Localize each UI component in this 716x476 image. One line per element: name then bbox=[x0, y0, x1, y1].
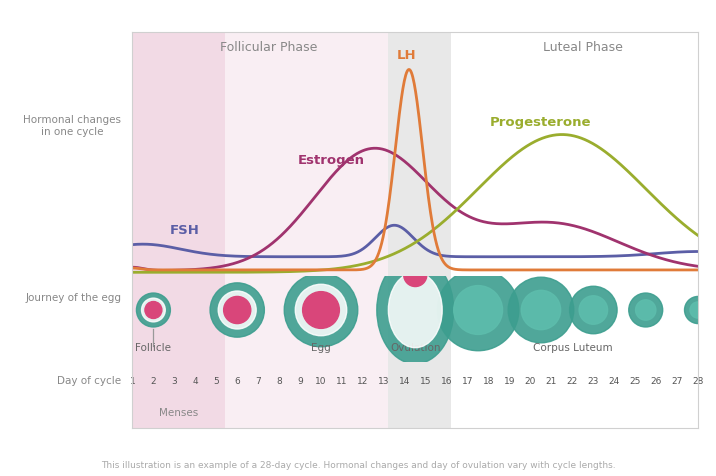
Bar bbox=[132, 33, 225, 276]
Text: 9: 9 bbox=[297, 376, 303, 385]
Text: 7: 7 bbox=[256, 376, 261, 385]
Ellipse shape bbox=[145, 302, 162, 319]
Text: 22: 22 bbox=[567, 376, 578, 385]
Text: 23: 23 bbox=[588, 376, 599, 385]
Ellipse shape bbox=[437, 270, 519, 351]
Text: 13: 13 bbox=[378, 376, 390, 385]
Ellipse shape bbox=[388, 273, 442, 348]
Ellipse shape bbox=[404, 264, 427, 287]
Text: 20: 20 bbox=[525, 376, 536, 385]
Text: 25: 25 bbox=[629, 376, 641, 385]
Text: This illustration is an example of a 28-day cycle. Hormonal changes and day of o: This illustration is an example of a 28-… bbox=[101, 460, 615, 468]
Bar bbox=[225, 362, 388, 428]
Ellipse shape bbox=[284, 274, 358, 347]
Ellipse shape bbox=[508, 278, 574, 343]
Text: Follicle: Follicle bbox=[135, 343, 171, 352]
Ellipse shape bbox=[223, 297, 251, 324]
Text: Follicular Phase: Follicular Phase bbox=[220, 41, 317, 54]
Ellipse shape bbox=[303, 292, 339, 329]
Text: 10: 10 bbox=[315, 376, 326, 385]
Text: Corpus Luteum: Corpus Luteum bbox=[533, 343, 612, 352]
Ellipse shape bbox=[636, 300, 656, 320]
Text: 2: 2 bbox=[150, 376, 156, 385]
Text: 11: 11 bbox=[337, 376, 348, 385]
Text: Day of cycle: Day of cycle bbox=[57, 376, 121, 386]
Bar bbox=[388, 362, 451, 428]
Ellipse shape bbox=[454, 286, 503, 335]
Text: 4: 4 bbox=[193, 376, 198, 385]
Text: 28: 28 bbox=[692, 376, 704, 385]
Ellipse shape bbox=[579, 296, 608, 325]
Ellipse shape bbox=[142, 298, 165, 322]
Text: Estrogen: Estrogen bbox=[298, 154, 365, 167]
Ellipse shape bbox=[690, 302, 706, 318]
Text: 24: 24 bbox=[609, 376, 620, 385]
Text: Journey of the egg: Journey of the egg bbox=[25, 293, 121, 302]
Text: FSH: FSH bbox=[170, 223, 200, 236]
Text: 1: 1 bbox=[130, 376, 135, 385]
Text: 17: 17 bbox=[462, 376, 473, 385]
Text: 12: 12 bbox=[357, 376, 369, 385]
Ellipse shape bbox=[684, 297, 712, 324]
Ellipse shape bbox=[210, 283, 264, 337]
Text: Luteal Phase: Luteal Phase bbox=[543, 41, 623, 54]
Bar bbox=[225, 33, 388, 276]
Bar bbox=[132, 276, 225, 362]
Text: Hormonal changes
in one cycle: Hormonal changes in one cycle bbox=[23, 115, 121, 136]
Text: 14: 14 bbox=[399, 376, 410, 385]
Text: Menses: Menses bbox=[159, 407, 198, 416]
Text: 8: 8 bbox=[276, 376, 282, 385]
Bar bbox=[388, 276, 451, 362]
Text: 16: 16 bbox=[441, 376, 453, 385]
Ellipse shape bbox=[521, 291, 561, 330]
Ellipse shape bbox=[570, 287, 617, 334]
Text: 6: 6 bbox=[234, 376, 240, 385]
Bar bbox=[132, 362, 225, 428]
Text: 3: 3 bbox=[172, 376, 178, 385]
Text: LH: LH bbox=[397, 49, 417, 62]
Text: 21: 21 bbox=[546, 376, 557, 385]
Ellipse shape bbox=[629, 293, 663, 327]
Ellipse shape bbox=[137, 293, 170, 327]
Ellipse shape bbox=[218, 291, 256, 329]
Text: Ovulation: Ovulation bbox=[390, 343, 440, 352]
Text: 18: 18 bbox=[483, 376, 494, 385]
Text: Progesterone: Progesterone bbox=[490, 116, 591, 129]
Text: 26: 26 bbox=[651, 376, 662, 385]
Text: 19: 19 bbox=[504, 376, 516, 385]
Bar bbox=[225, 276, 388, 362]
Text: 27: 27 bbox=[672, 376, 683, 385]
Text: 5: 5 bbox=[213, 376, 219, 385]
Ellipse shape bbox=[295, 285, 347, 336]
Ellipse shape bbox=[377, 257, 454, 364]
Text: Egg: Egg bbox=[311, 343, 331, 352]
Bar bbox=[388, 33, 451, 276]
Text: 15: 15 bbox=[420, 376, 432, 385]
